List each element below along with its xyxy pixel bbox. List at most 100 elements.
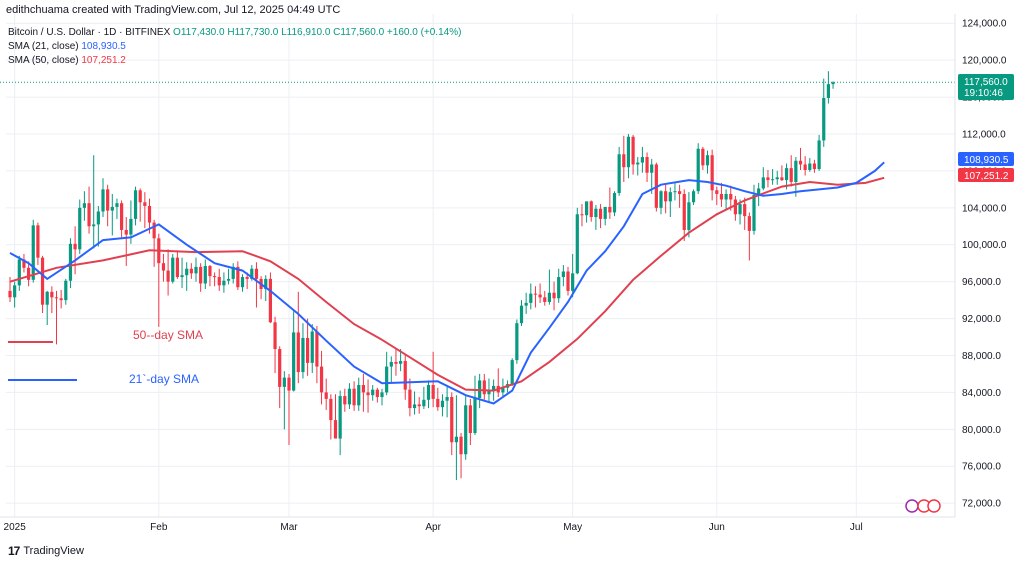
candle-body: [301, 337, 305, 373]
events-icons[interactable]: [905, 499, 941, 513]
candle-body: [743, 204, 747, 217]
candle-body: [161, 263, 166, 271]
candle-body: [143, 202, 147, 206]
flag-event-icon-2[interactable]: [927, 499, 941, 513]
candle-body: [543, 297, 547, 302]
tradingview-logo-icon: 17: [8, 544, 20, 558]
candle-body: [589, 201, 593, 218]
sma50-legend-row[interactable]: SMA (50, close) 107,251.2: [8, 54, 461, 68]
candle-body: [324, 392, 328, 399]
candle-body: [547, 292, 551, 302]
candle-body: [375, 389, 379, 398]
candle-body: [27, 267, 31, 280]
candle-body: [254, 268, 259, 279]
candle-body: [236, 266, 240, 288]
dividend-event-icon[interactable]: [905, 499, 919, 513]
candle-body: [696, 148, 700, 192]
y-tick-label: 104,000.0: [962, 203, 1007, 214]
x-tick-label: Jul: [850, 522, 863, 533]
candle-body: [691, 191, 696, 203]
x-tick-label: Mar: [280, 522, 298, 533]
candle-body: [501, 387, 505, 393]
candle-body: [780, 177, 784, 181]
sma50-badge: 107,251.2: [958, 168, 1014, 182]
candle-body: [445, 397, 449, 401]
candle-body: [817, 140, 821, 170]
candle-body: [766, 177, 770, 181]
candle-body: [92, 224, 96, 227]
candle-body: [203, 265, 207, 284]
candle-body: [557, 277, 561, 299]
candle-body: [789, 168, 793, 182]
candle-body: [310, 331, 314, 363]
candle-body: [724, 193, 728, 200]
candle-body: [315, 331, 319, 367]
candle-body: [640, 157, 644, 163]
candle-body: [822, 97, 826, 141]
candle-body: [245, 277, 249, 279]
candle-body: [482, 380, 486, 395]
candle-body: [585, 201, 589, 216]
candles: [8, 71, 835, 481]
candle-body: [492, 385, 496, 391]
sma21-legend-row[interactable]: SMA (21, close) 108,930.5: [8, 40, 461, 54]
countdown-value: 19:10:46: [964, 88, 1003, 99]
candle-body: [319, 366, 324, 393]
candle-body: [273, 322, 277, 350]
candle-body: [110, 206, 114, 211]
candle-body: [287, 377, 291, 391]
candle-body: [17, 259, 21, 286]
candle-body: [798, 160, 803, 165]
candle-body: [180, 275, 184, 278]
candle-body: [622, 154, 626, 168]
ohlc-values: O117,430.0 H117,730.0 L116,910.0 C117,56…: [173, 27, 462, 38]
tradingview-logo[interactable]: 17 TradingView: [8, 544, 84, 558]
candle-body: [468, 405, 472, 434]
candle-body: [68, 243, 73, 281]
candle-body: [701, 148, 705, 166]
candle-body: [371, 389, 375, 396]
sma50-annotation: 50--day SMA: [133, 328, 203, 342]
candle-body: [333, 420, 338, 439]
candle-body: [738, 204, 742, 215]
time-axis[interactable]: 2025 Feb Mar Apr May Jun Jul: [4, 522, 863, 533]
candle-body: [812, 163, 817, 170]
candle-body: [636, 162, 640, 165]
candle-body: [152, 222, 156, 239]
candle-body: [82, 203, 86, 208]
candle-body: [459, 436, 463, 455]
y-tick-label: 76,000.0: [962, 462, 1001, 473]
candle-body: [385, 366, 389, 393]
candle-body: [338, 396, 342, 439]
candle-body: [199, 266, 203, 284]
candle-body: [464, 405, 468, 455]
candle-body: [603, 206, 607, 219]
candle-body: [13, 285, 17, 298]
symbol-name[interactable]: Bitcoin / U.S. Dollar · 1D · BITFINEX: [8, 27, 171, 38]
candle-body: [454, 436, 458, 443]
candle-body: [73, 243, 77, 250]
sma21-line: [9, 161, 885, 405]
x-tick-label: Feb: [150, 522, 168, 533]
y-tick-label: 120,000.0: [962, 56, 1007, 67]
candle-body: [552, 292, 556, 299]
sma50-badge-value: 107,251.2: [964, 171, 1009, 182]
y-tick-label: 92,000.0: [962, 314, 1001, 325]
y-tick-label: 72,000.0: [962, 499, 1001, 510]
sma50-legend-value: 107,251.2: [81, 55, 126, 66]
candle-body: [826, 84, 830, 98]
candle-body: [213, 276, 217, 278]
candle-body: [608, 206, 612, 213]
sma21-badge-value: 108,930.5: [964, 155, 1009, 166]
candle-body: [226, 278, 231, 281]
symbol-row[interactable]: Bitcoin / U.S. Dollar · 1D · BITFINEX O1…: [8, 26, 461, 40]
candle-body: [450, 397, 454, 443]
candle-body: [440, 400, 445, 408]
candle-body: [524, 302, 528, 306]
y-tick-label: 100,000.0: [962, 240, 1007, 251]
candle-body: [124, 229, 128, 235]
candle-body: [138, 190, 142, 203]
candle-body: [752, 194, 756, 231]
candle-body: [668, 192, 672, 202]
